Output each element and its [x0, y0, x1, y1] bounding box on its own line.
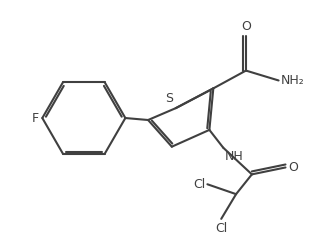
Text: F: F — [32, 112, 39, 125]
Text: NH₂: NH₂ — [280, 74, 304, 87]
Text: S: S — [165, 92, 173, 105]
Text: O: O — [289, 161, 298, 174]
Text: O: O — [241, 20, 251, 33]
Text: Cl: Cl — [215, 222, 227, 235]
Text: NH: NH — [225, 150, 244, 163]
Text: Cl: Cl — [193, 178, 205, 191]
